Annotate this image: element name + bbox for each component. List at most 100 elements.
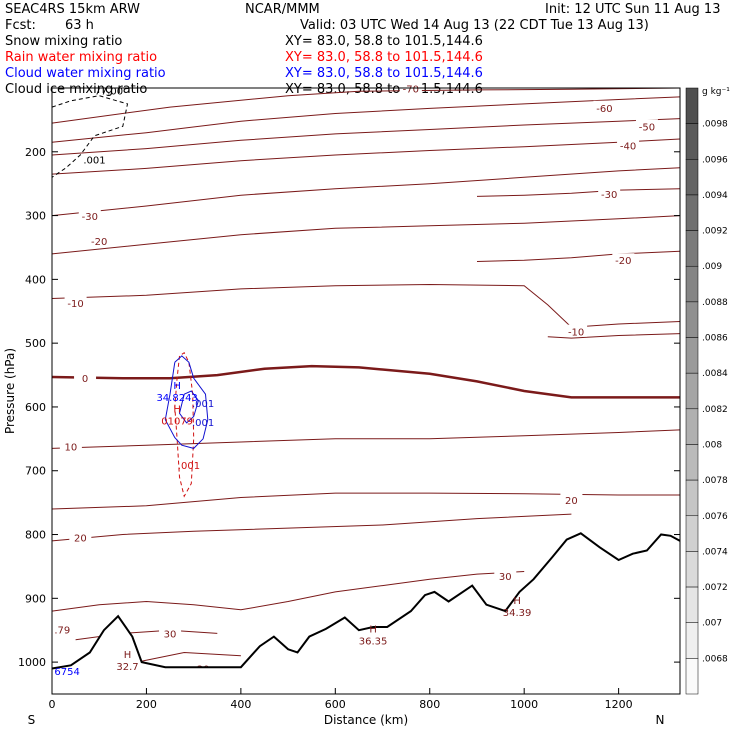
temperature-contour-label: 20: [74, 534, 87, 545]
field-xy-range: XY= 83.0, 58.8 to 101.5,144.6: [285, 34, 483, 49]
temperature-contour: [476, 188, 681, 197]
colorbar-tick-label: .0088: [702, 298, 728, 308]
colorbar-tick-label: .0068: [702, 654, 728, 664]
contour-label-bg: [59, 439, 82, 452]
colorbar-segment: [685, 265, 699, 303]
temperature-contour-label: 30: [164, 629, 177, 640]
valid-time: Valid: 03 UTC Wed 14 Aug 13 (22 CDT Tue …: [300, 18, 649, 33]
colorbar-tick-label: .0078: [702, 476, 728, 486]
colorbar-segment: [685, 551, 699, 588]
temperature-contour: [51, 138, 681, 175]
colorbar-segment: [685, 87, 699, 124]
colorbar-segment: [685, 159, 699, 196]
contour-label-bg: [598, 186, 621, 199]
x-axis-start-label: S: [28, 713, 36, 727]
x-tick-label: 400: [230, 698, 251, 711]
contour-label-bg: [494, 568, 517, 581]
field-name: Rain water mixing ratio: [5, 50, 157, 65]
temperature-contour-label: 20: [565, 496, 578, 507]
fcst-value: 63 h: [65, 18, 94, 33]
edge-value-label: 77.00: [94, 86, 123, 97]
x-tick-label: 800: [419, 698, 440, 711]
snow-contour: [51, 95, 129, 178]
colorbar-segment: [685, 123, 699, 160]
colorbar-segment: [685, 337, 699, 374]
temperature-contour: [51, 283, 681, 328]
edge-value-label: .79: [54, 625, 70, 636]
extremum-marker: H: [173, 405, 181, 416]
extremum-marker: H: [513, 596, 521, 607]
colorbar-segment: [685, 479, 699, 517]
cloud-contour: [164, 355, 209, 449]
temperature-contour: [51, 118, 681, 156]
colorbar-unit: g kg⁻¹: [702, 87, 730, 97]
temperature-contour-label: -30: [82, 212, 98, 223]
contour-label-bg: [593, 100, 616, 113]
extremum-value: 32.7: [116, 662, 138, 673]
extremum-value: 34.8243: [156, 393, 197, 404]
temperature-contour-label: -70: [403, 85, 419, 96]
extremum-value: 36.35: [359, 637, 388, 648]
cloud-contour-label: .001: [192, 399, 214, 410]
temperature-contour-label: 30: [499, 572, 512, 583]
contour-label-bg: [159, 626, 182, 639]
colorbar-tick-label: .0098: [702, 120, 728, 130]
colorbar-segment: [685, 658, 699, 695]
temperature-contour: [476, 250, 681, 262]
temperature-contour-label: -50: [639, 122, 655, 133]
y-tick-label: 400: [25, 273, 46, 286]
colorbar-tick-label: .0096: [702, 155, 728, 165]
temperature-contour: [51, 215, 681, 255]
y-tick-label: 600: [25, 401, 46, 414]
init-time: Init: 12 UTC Sun 11 Aug 13: [545, 2, 720, 17]
contour-label-bg: [617, 138, 640, 151]
y-tick-label: 300: [25, 210, 46, 223]
colorbar-segment: [685, 515, 699, 552]
colorbar-segment: [685, 408, 699, 445]
colorbar-segment: [685, 301, 699, 338]
temperature-contour: [51, 87, 681, 124]
x-tick-label: 1000: [510, 698, 538, 711]
temperature-contour: [51, 429, 681, 449]
colorbar-segment: [685, 444, 699, 481]
colorbar-tick-label: .0074: [702, 547, 728, 557]
contour-label-bg: [78, 209, 101, 222]
contour-label-bg: [69, 530, 92, 543]
colorbar-segment: [685, 586, 699, 623]
y-tick-label: 800: [25, 529, 46, 542]
terrain-line: [51, 532, 681, 670]
contour-label-bg: [560, 493, 583, 506]
extremum-marker: H: [124, 650, 132, 661]
temperature-contour-label: -60: [596, 104, 612, 115]
cloud-contour: [178, 390, 199, 424]
contour-label-bg: [64, 295, 87, 308]
colorbar-segment: [685, 372, 699, 410]
extremum-value: 34.39: [503, 608, 532, 619]
temperature-contour-label: -30: [601, 190, 617, 201]
colorbar-tick-label: .0076: [702, 512, 728, 522]
colorbar-segment: [685, 230, 699, 267]
x-axis-end-label: N: [656, 713, 665, 727]
colorbar-tick-label: .0082: [702, 405, 728, 415]
model-title: SEAC4RS 15km ARW: [5, 2, 140, 17]
temperature-contour: [136, 651, 241, 663]
temperature-contour-label: -10: [67, 299, 83, 310]
temperature-contour: [51, 364, 680, 399]
terrain-mask: [52, 533, 680, 694]
temperature-contour: [75, 629, 218, 641]
y-tick-label: 900: [25, 592, 46, 605]
contour-label-bg: [88, 234, 111, 247]
y-tick-label: 200: [25, 146, 46, 159]
colorbar-tick-label: .0086: [702, 334, 728, 344]
temperature-contour-label: -20: [91, 237, 107, 248]
edge-value-label: 6754: [54, 667, 79, 678]
field-name: Snow mixing ratio: [5, 34, 122, 49]
extremum-marker: H: [173, 381, 181, 392]
y-axis-label: Pressure (hPa): [3, 348, 17, 434]
field-xy-range: XY= 83.0, 58.8 to 101.5,144.6: [285, 50, 483, 65]
temperature-contour-label: -40: [620, 141, 636, 152]
extremum-value: 01079: [161, 417, 193, 428]
contour-label-bg: [612, 253, 635, 266]
colorbar-segment: [685, 194, 699, 231]
